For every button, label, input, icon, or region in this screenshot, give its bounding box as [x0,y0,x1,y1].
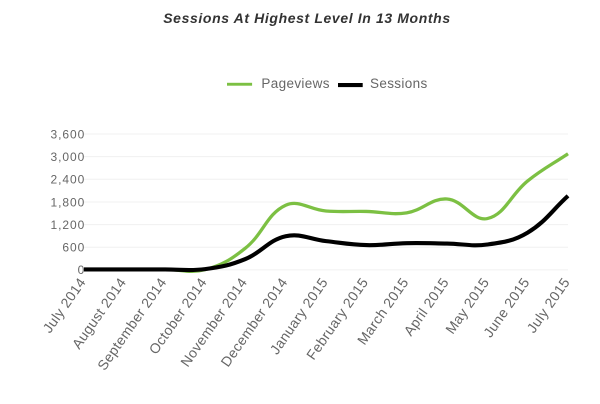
svg-text:Pageviews: Pageviews [261,76,329,91]
svg-text:3,000: 3,000 [51,150,86,164]
svg-text:Sessions At Highest Level In 1: Sessions At Highest Level In 13 Months [163,10,451,26]
svg-text:2,400: 2,400 [51,173,86,187]
svg-text:1,800: 1,800 [51,195,86,209]
svg-text:600: 600 [62,241,85,255]
svg-text:1,200: 1,200 [51,218,86,232]
svg-text:0: 0 [78,263,86,277]
svg-text:Sessions: Sessions [370,76,428,91]
svg-text:3,600: 3,600 [51,127,86,141]
